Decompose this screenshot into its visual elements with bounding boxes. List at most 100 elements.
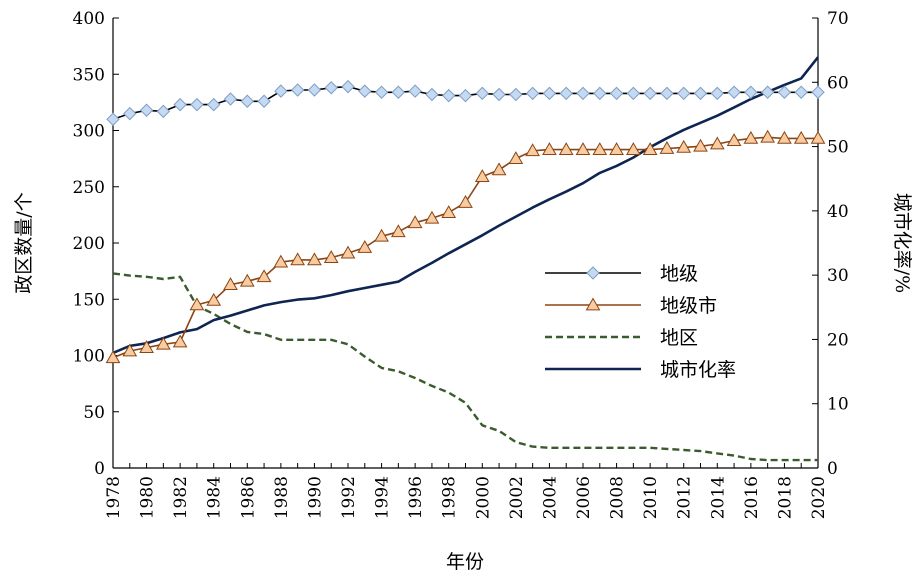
legend-item-3: 城市化率 xyxy=(545,359,736,381)
series-0-point xyxy=(442,88,456,103)
y-axis-right-title: 城市化率/% xyxy=(891,193,913,293)
y-right-tick-label: 60 xyxy=(827,73,849,93)
series-1-point xyxy=(105,350,121,364)
series-1-point xyxy=(390,224,406,238)
y-left-tick-label: 300 xyxy=(73,122,105,142)
series-1-point xyxy=(542,142,557,155)
series-0-point xyxy=(525,86,540,101)
series-0-point xyxy=(374,85,389,99)
legend-item-0-marker xyxy=(586,266,600,280)
series-1-point xyxy=(676,139,692,153)
x-tick-label: 2004 xyxy=(540,476,560,519)
y-right-tick-label: 0 xyxy=(827,459,838,479)
x-tick-label: 2018 xyxy=(775,476,795,519)
series-3-group xyxy=(112,56,820,355)
series-0-point xyxy=(660,86,674,101)
series-0-point xyxy=(693,86,708,101)
series-1-point xyxy=(223,277,238,290)
series-0-point xyxy=(710,86,724,101)
series-0-point xyxy=(408,84,422,98)
legend-item-2: 地区 xyxy=(545,327,698,349)
series-0-point xyxy=(576,86,590,101)
series-0-point xyxy=(643,86,657,101)
x-tick-label: 1986 xyxy=(238,476,258,519)
x-tick-label: 2020 xyxy=(809,476,829,519)
legend-item-1-marker xyxy=(585,297,601,311)
y-left-tick-label: 50 xyxy=(83,403,105,423)
series-1-group xyxy=(105,129,826,364)
x-tick-label: 2012 xyxy=(675,476,695,519)
y-right-tick-label: 70 xyxy=(827,9,849,29)
series-0-point xyxy=(391,85,406,99)
series-1-point xyxy=(726,133,742,146)
series-0-point xyxy=(626,86,641,101)
y-right-tick-label: 30 xyxy=(827,266,849,286)
series-1-point xyxy=(155,336,171,350)
series-1-point xyxy=(256,269,272,283)
series-1-point xyxy=(374,228,389,242)
x-tick-label: 1998 xyxy=(440,476,460,519)
series-0-point xyxy=(106,112,120,126)
series-1-point xyxy=(189,297,205,311)
series-1-point xyxy=(239,273,255,287)
x-tick-label: 2008 xyxy=(608,476,628,519)
y-left-tick-label: 400 xyxy=(73,9,105,29)
series-0-point xyxy=(727,85,741,99)
series-0-point xyxy=(358,84,372,98)
series-1-point xyxy=(290,252,306,266)
x-tick-label: 1992 xyxy=(339,476,359,519)
legend-item-1-label: 地级市 xyxy=(660,295,717,317)
series-1-point xyxy=(139,340,154,353)
series-1-point xyxy=(172,334,188,348)
x-tick-label: 2000 xyxy=(473,476,493,519)
y-left-tick-label: 350 xyxy=(73,65,105,85)
x-tick-label: 2014 xyxy=(708,476,728,519)
y-right-tick-label: 10 xyxy=(827,395,849,415)
x-axis-title: 年份 xyxy=(446,551,484,573)
y-left-tick-label: 150 xyxy=(73,290,105,310)
series-0-point xyxy=(744,85,758,99)
series-0-point xyxy=(123,106,137,121)
series-0-point xyxy=(559,86,573,101)
series-1-point xyxy=(491,162,507,176)
series-1-point xyxy=(323,250,339,263)
x-tick-label: 2002 xyxy=(507,476,527,519)
series-0-point xyxy=(458,88,473,103)
series-1-point xyxy=(793,130,809,144)
x-tick-label: 2010 xyxy=(641,476,661,519)
x-tick-label: 1990 xyxy=(305,476,325,519)
y-left-tick-label: 200 xyxy=(73,234,105,254)
y-right-tick-label: 40 xyxy=(827,202,849,222)
x-tick-label: 1982 xyxy=(171,476,191,519)
series-layer xyxy=(105,56,826,462)
series-0-point xyxy=(207,97,221,112)
series-1-line xyxy=(112,136,818,359)
series-0-point xyxy=(257,94,271,108)
series-0-point xyxy=(341,79,355,94)
series-1-point xyxy=(592,142,608,155)
series-0-point xyxy=(492,87,506,102)
series-1-point xyxy=(273,254,289,268)
series-0-point xyxy=(156,104,171,119)
series-0-point xyxy=(425,87,439,102)
x-tick-label: 2016 xyxy=(742,476,762,519)
series-0-point xyxy=(593,86,607,101)
series-1-point xyxy=(609,142,624,155)
x-tick-label: 2006 xyxy=(574,476,594,519)
series-1-point xyxy=(760,129,776,143)
series-1-point xyxy=(709,136,725,150)
y-left-tick-label: 250 xyxy=(73,178,105,198)
legend-item-2-label: 地区 xyxy=(660,327,698,349)
series-1-point xyxy=(642,142,658,155)
series-1-point xyxy=(625,142,641,155)
series-0-point xyxy=(190,97,204,112)
series-1-point xyxy=(575,142,591,155)
y-right-tick-label: 20 xyxy=(827,330,849,350)
series-1-point xyxy=(474,169,490,182)
series-1-point xyxy=(508,151,524,164)
legend-item-0: 地级 xyxy=(545,263,698,285)
x-tick-label: 1988 xyxy=(272,476,292,519)
